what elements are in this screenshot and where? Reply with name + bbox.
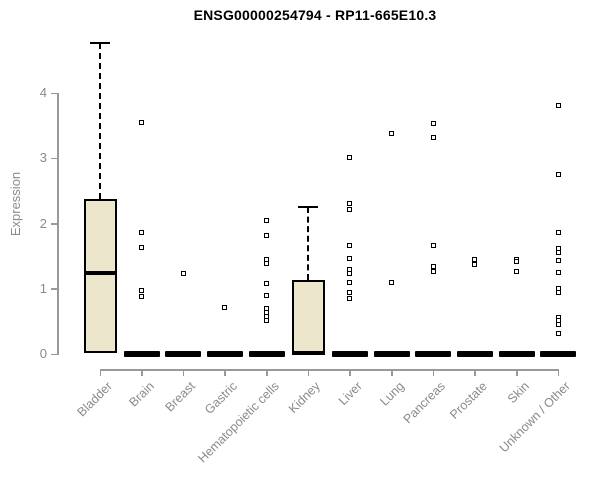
outlier-point-brain: [139, 287, 145, 293]
outlier-point-skin: [514, 258, 519, 264]
outlier-point-brain: [139, 245, 145, 251]
x-axis-tick: [99, 369, 101, 376]
x-axis-tick: [432, 369, 435, 376]
outlier-point-liver: [347, 255, 353, 261]
x-axis-tick: [557, 369, 560, 376]
y-axis-tick: [51, 92, 58, 95]
boxplot-box-kidney: [291, 279, 325, 354]
x-axis-tick: [182, 369, 185, 376]
x-axis-tick: [141, 369, 143, 376]
outlier-point-liver: [347, 207, 353, 213]
outlier-point-unknown-other: [555, 245, 561, 251]
outlier-point-hematopoietic-cells: [264, 292, 270, 298]
x-axis-tick: [391, 369, 393, 376]
x-axis-tick: [307, 369, 310, 376]
whisker-cap-bladder: [90, 41, 110, 44]
x-axis-tick: [266, 369, 268, 376]
outlier-point-hematopoietic-cells: [264, 318, 270, 324]
outlier-point-hematopoietic-cells: [264, 218, 270, 224]
collapsed-boxplot-pancreas: [415, 351, 452, 357]
outlier-point-unknown-other: [555, 321, 561, 327]
outlier-point-hematopoietic-cells: [264, 305, 270, 311]
outlier-point-unknown-other: [555, 330, 561, 336]
y-axis-tick: [51, 157, 58, 160]
outlier-point-unknown-other: [555, 171, 561, 177]
median-line-bladder: [83, 270, 117, 275]
y-tick-label: 1: [39, 280, 47, 296]
collapsed-boxplot-lung: [373, 351, 410, 357]
outlier-point-prostate: [472, 256, 478, 262]
collapsed-boxplot-liver: [331, 351, 368, 357]
outlier-point-liver: [347, 266, 353, 272]
outlier-point-lung: [389, 280, 395, 286]
outlier-point-liver: [347, 279, 353, 285]
y-tick-label: 2: [39, 215, 47, 231]
outlier-point-unknown-other: [555, 103, 561, 109]
y-tick-label: 3: [39, 150, 47, 166]
outlier-point-brain: [139, 294, 145, 300]
x-axis-tick: [224, 369, 226, 376]
outlier-point-breast: [180, 270, 186, 276]
collapsed-boxplot-prostate: [456, 351, 493, 357]
whisker-cap-kidney: [298, 205, 319, 208]
outlier-point-pancreas: [430, 268, 436, 274]
outlier-point-unknown-other: [555, 258, 561, 264]
outlier-point-pancreas: [430, 121, 436, 127]
outlier-point-skin: [514, 269, 519, 275]
collapsed-boxplot-hematopoietic-cells: [248, 351, 285, 357]
x-axis-tick: [349, 369, 351, 376]
outlier-point-liver: [347, 290, 353, 296]
outlier-point-liver: [347, 154, 353, 160]
collapsed-boxplot-skin: [498, 351, 535, 357]
outlier-point-pancreas: [430, 264, 436, 270]
collapsed-boxplot-unknown-other: [540, 351, 577, 357]
y-tick-label: 4: [39, 85, 47, 101]
y-axis-tick: [51, 223, 58, 225]
median-line-kidney: [291, 350, 325, 355]
y-axis-tick: [51, 353, 58, 355]
outlier-point-unknown-other: [555, 290, 561, 296]
outlier-point-hematopoietic-cells: [264, 260, 270, 266]
x-axis-line: [100, 369, 560, 371]
y-tick-label: 0: [39, 346, 47, 361]
x-axis-tick: [474, 369, 476, 376]
outlier-point-unknown-other: [555, 250, 561, 256]
outlier-point-lung: [389, 131, 395, 137]
outlier-point-unknown-other: [555, 270, 561, 275]
outlier-point-hematopoietic-cells: [264, 233, 270, 239]
outlier-point-liver: [347, 271, 353, 277]
outlier-point-pancreas: [430, 243, 436, 249]
x-axis-tick: [516, 369, 518, 376]
outlier-point-pancreas: [430, 135, 436, 141]
outlier-point-liver: [347, 243, 353, 249]
outlier-point-gastric: [222, 305, 228, 311]
outlier-point-unknown-other: [555, 230, 561, 236]
collapsed-boxplot-gastric: [206, 351, 243, 357]
collapsed-boxplot-brain: [123, 351, 160, 357]
y-axis-tick: [51, 288, 58, 290]
outlier-point-brain: [139, 120, 145, 126]
outlier-point-liver: [347, 200, 353, 206]
outlier-point-prostate: [472, 261, 478, 267]
collapsed-boxplot-breast: [165, 351, 202, 357]
outlier-point-liver: [347, 296, 353, 302]
outlier-point-hematopoietic-cells: [264, 281, 270, 287]
whisker-kidney: [307, 206, 310, 280]
chart-title: ENSG00000254794 - RP11-665E10.3: [193, 7, 437, 23]
outlier-point-brain: [139, 230, 145, 236]
whisker-bladder: [99, 42, 101, 200]
boxplot-box-bladder: [83, 199, 117, 353]
